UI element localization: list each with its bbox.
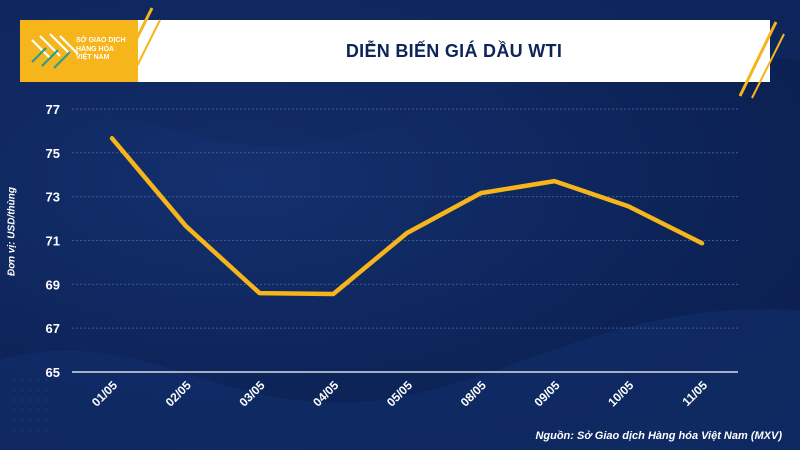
y-tick-label: 75 (46, 146, 60, 161)
logo-text: SỞ GIAO DỊCH HÀNG HÓA VIỆT NAM (76, 37, 136, 63)
source-note: Nguồn: Sở Giao dịch Hàng hóa Việt Nam (M… (535, 430, 782, 442)
logo-mark-icon (31, 33, 79, 69)
x-tick-label: 11/05 (679, 378, 710, 409)
y-tick-label: 67 (46, 321, 60, 336)
y-tick-label: 77 (46, 102, 60, 117)
x-tick-label: 03/05 (236, 378, 267, 409)
x-tick-label: 04/05 (310, 378, 341, 409)
logo-line: SỞ GIAO DỊCH (76, 37, 126, 44)
x-tick-label: 01/05 (89, 378, 120, 409)
y-tick-label: 73 (46, 190, 60, 205)
series-line (109, 136, 705, 297)
page-title: DIỄN BIẾN GIÁ DẦU WTI (345, 41, 563, 61)
x-tick-label: 02/05 (163, 378, 194, 409)
accent-slashes (122, 7, 785, 99)
x-tick-label: 09/05 (531, 378, 562, 409)
y-tick-label: 71 (46, 233, 60, 248)
x-tick-label: 05/05 (384, 378, 415, 409)
logo: SỞ GIAO DỊCH HÀNG HÓA VIỆT NAM (20, 20, 138, 82)
y-tick-label: 65 (46, 365, 60, 380)
x-tick-label: 10/05 (605, 378, 636, 409)
logo-line: HÀNG HÓA (76, 45, 115, 53)
y-tick-label: 69 (46, 277, 60, 292)
logo-line: VIỆT NAM (76, 54, 110, 61)
x-tick-label: 08/05 (458, 378, 489, 409)
